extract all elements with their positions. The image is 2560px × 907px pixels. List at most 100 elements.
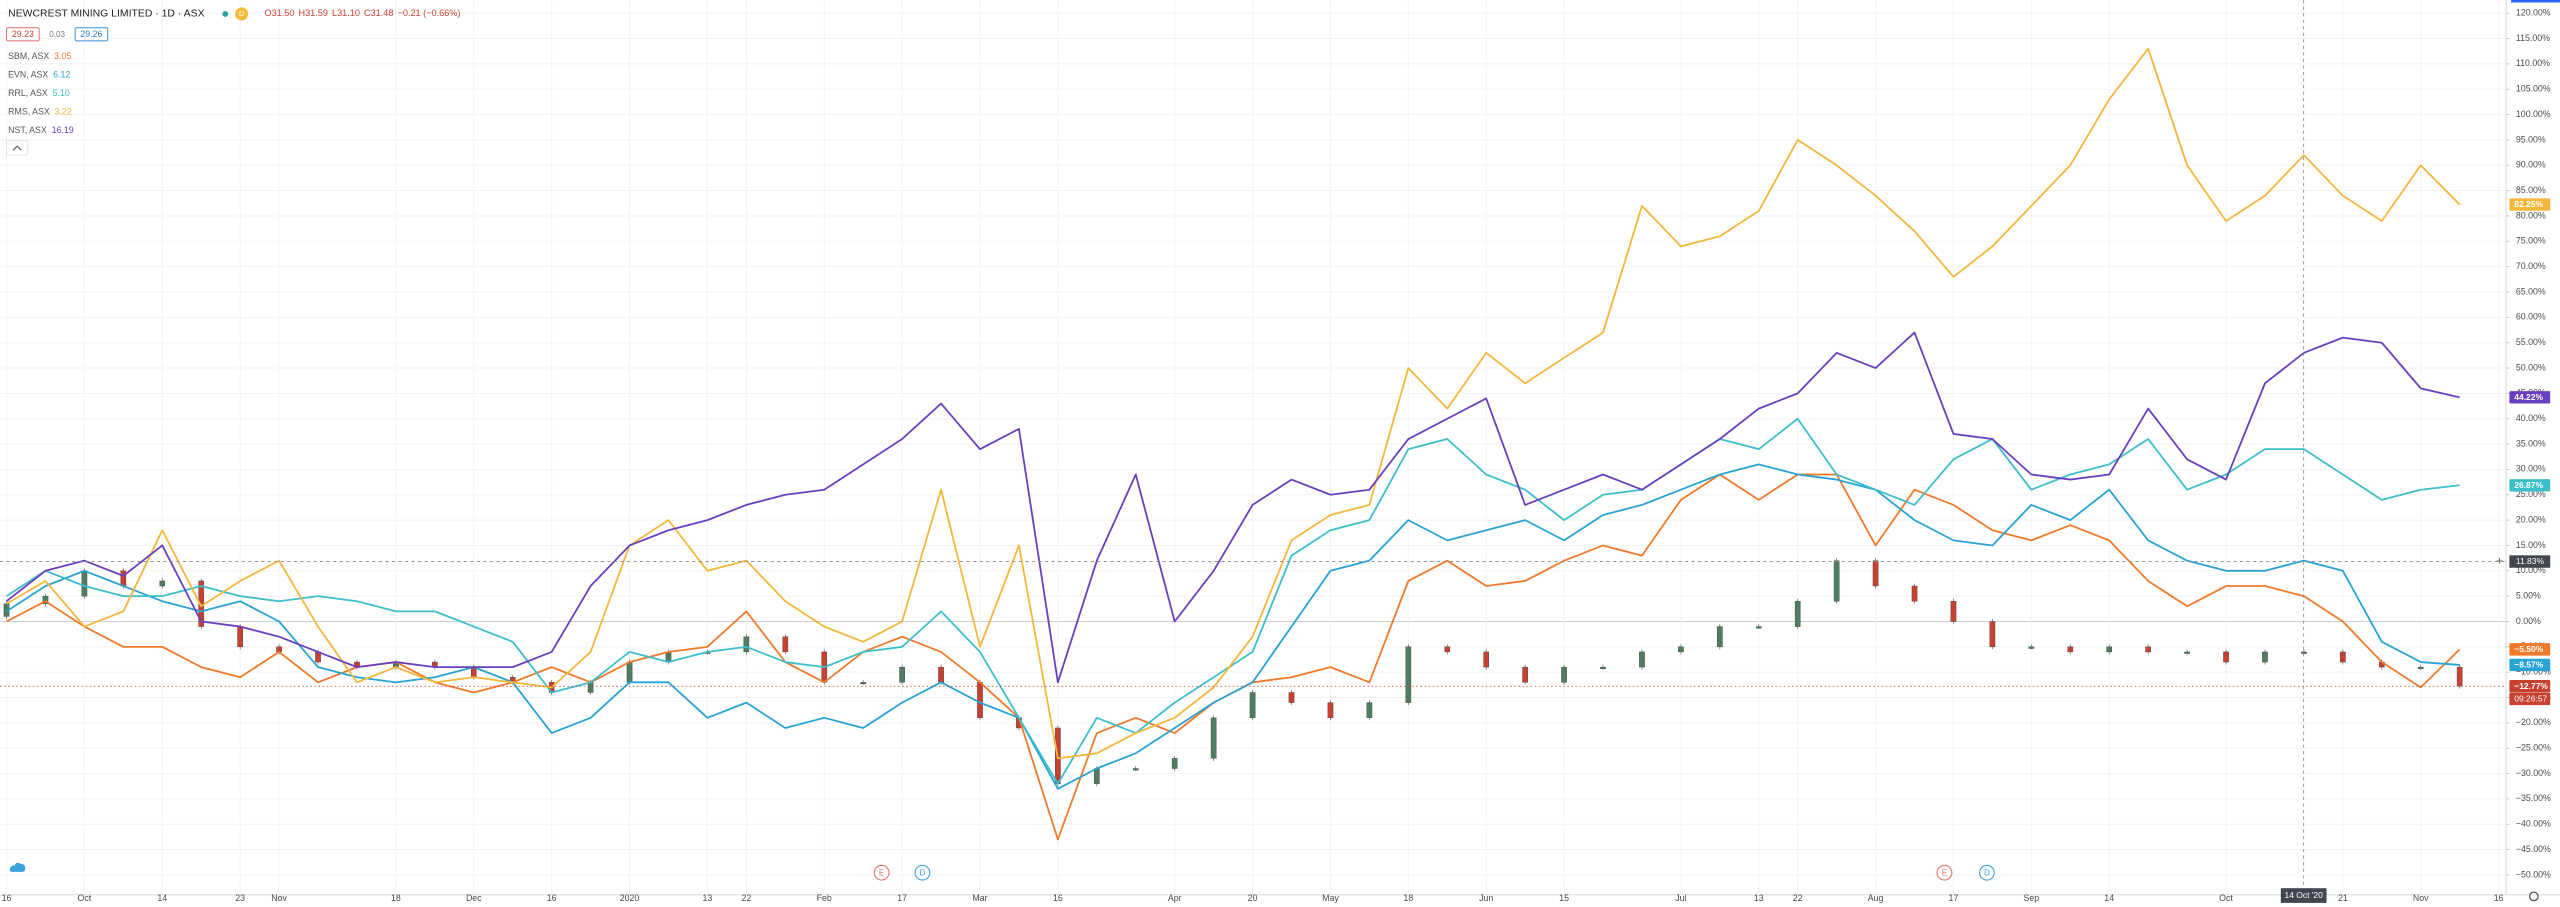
axis-accent bbox=[2511, 0, 2560, 3]
legend-entry: SBM, ASX 3.05 bbox=[8, 52, 71, 62]
x-tick-label: 23 bbox=[235, 893, 245, 903]
y-tick-label: 115.00% bbox=[2516, 33, 2550, 43]
candle-body bbox=[2262, 651, 2268, 663]
y-tick-label: −35.00% bbox=[2516, 793, 2551, 803]
y-tick-label: 50.00% bbox=[2516, 362, 2546, 372]
sell-button[interactable] bbox=[6, 27, 40, 42]
event-marker-label[interactable]: D bbox=[1984, 868, 1990, 877]
event-marker[interactable] bbox=[1979, 864, 1995, 881]
y-tick-label: 20.00% bbox=[2516, 514, 2546, 524]
candle-body bbox=[2223, 651, 2229, 663]
candle-body bbox=[938, 666, 944, 683]
x-tick-label: Sep bbox=[2024, 893, 2040, 903]
candle-body bbox=[2456, 666, 2463, 687]
candle-body bbox=[743, 636, 750, 653]
y-tick-label: 85.00% bbox=[2516, 185, 2546, 195]
status-dot bbox=[222, 10, 229, 17]
candle-body bbox=[1794, 601, 1801, 627]
ohlc-value: C31.48 bbox=[364, 9, 393, 19]
last-value-label: 26.87% bbox=[2514, 480, 2543, 490]
cloud-icon[interactable] bbox=[9, 862, 26, 872]
candle-body bbox=[1755, 626, 1762, 629]
legend-value: 5.10 bbox=[53, 88, 70, 98]
x-tick-label: Nov bbox=[271, 893, 287, 903]
buy-price[interactable]: 29.26 bbox=[80, 29, 102, 39]
candle-body bbox=[1444, 646, 1451, 653]
x-tick-label: Oct bbox=[78, 893, 92, 903]
event-marker-label[interactable]: E bbox=[1942, 868, 1948, 877]
last-value-label-box bbox=[2509, 198, 2551, 211]
crosshair-plus: + bbox=[2496, 556, 2503, 568]
crosshair-x-box bbox=[2280, 888, 2327, 903]
candle-body bbox=[1210, 717, 1217, 759]
spread: 0.03 bbox=[49, 30, 65, 39]
candle-body bbox=[1288, 692, 1295, 703]
x-tick-label: 14 bbox=[2104, 893, 2114, 903]
y-tick-label: 60.00% bbox=[2516, 312, 2546, 322]
y-tick-label: 0.00% bbox=[2516, 616, 2541, 626]
event-marker-label[interactable]: D bbox=[920, 868, 926, 877]
y-tick-label: 30.00% bbox=[2516, 464, 2546, 474]
legend-name: EVN, ASX bbox=[8, 70, 48, 80]
y-tick-label: 80.00% bbox=[2516, 210, 2546, 220]
candle-body bbox=[587, 682, 594, 693]
candle-body bbox=[2067, 646, 2074, 653]
y-tick-label: −25.00% bbox=[2516, 743, 2551, 753]
ohlc-value: L31.10 bbox=[332, 9, 360, 19]
buy-button[interactable] bbox=[74, 27, 109, 42]
x-tick-label: 22 bbox=[741, 893, 751, 903]
x-tick-label: 13 bbox=[1754, 893, 1764, 903]
y-tick-label: −40.00% bbox=[2516, 819, 2551, 829]
y-tick-label: 35.00% bbox=[2516, 438, 2546, 448]
interval-badge bbox=[235, 7, 249, 21]
candle-body bbox=[1249, 692, 1256, 719]
event-marker[interactable] bbox=[1936, 864, 1953, 881]
crosshair-y-label: 11.83% bbox=[2516, 556, 2545, 566]
y-tick-label: 105.00% bbox=[2516, 84, 2551, 94]
legend-name: NST, ASX bbox=[8, 125, 47, 135]
y-tick-label: 65.00% bbox=[2516, 286, 2546, 296]
candle-body bbox=[665, 651, 672, 663]
candle-body bbox=[1678, 646, 1684, 653]
candle-body bbox=[1872, 560, 1879, 587]
collapse-legend[interactable] bbox=[6, 140, 29, 156]
candle-body bbox=[1094, 768, 1100, 784]
candle-body bbox=[2340, 651, 2346, 663]
candle-body bbox=[2028, 646, 2035, 649]
candle-body bbox=[860, 682, 866, 685]
legend-value: 16.19 bbox=[52, 125, 74, 135]
y-tick-label: −30.00% bbox=[2516, 768, 2551, 778]
x-tick-label: 16 bbox=[2494, 893, 2504, 903]
event-marker[interactable] bbox=[873, 864, 890, 881]
ohlc-value: H31.59 bbox=[299, 9, 328, 19]
collapse-icon bbox=[12, 145, 22, 151]
symbol-title: NEWCREST MINING LIMITED · 1D · ASX bbox=[8, 9, 204, 20]
last-value-label: 44.22% bbox=[2514, 392, 2543, 402]
x-tick-label: Apr bbox=[1168, 893, 1182, 903]
legend-name: RMS, ASX bbox=[8, 107, 50, 117]
legend-value: 3.22 bbox=[55, 107, 72, 117]
y-tick-label: 55.00% bbox=[2516, 337, 2546, 347]
y-tick-label: −20.00% bbox=[2516, 717, 2551, 727]
candle-body bbox=[2184, 651, 2190, 654]
candle-body bbox=[159, 580, 166, 587]
x-tick-label: 14 bbox=[157, 893, 167, 903]
candle-body bbox=[2145, 646, 2151, 653]
x-tick-label: 16 bbox=[2, 893, 12, 903]
event-marker[interactable] bbox=[914, 864, 931, 881]
candle-body bbox=[2417, 666, 2424, 669]
candle-body bbox=[1171, 758, 1178, 769]
candle-body bbox=[1522, 666, 1528, 683]
x-tick-label: Aug bbox=[1868, 893, 1884, 903]
countdown: 09:26:57 bbox=[2514, 694, 2547, 704]
settings-icon[interactable] bbox=[2528, 891, 2539, 902]
last-value-label-box bbox=[2509, 658, 2551, 672]
sell-price[interactable]: 29.23 bbox=[12, 29, 34, 39]
event-marker-label[interactable]: E bbox=[879, 868, 885, 877]
y-tick-label: 100.00% bbox=[2516, 109, 2551, 119]
candle-last-label: −12.77% bbox=[2514, 681, 2548, 691]
last-value-label-box bbox=[2509, 391, 2551, 404]
